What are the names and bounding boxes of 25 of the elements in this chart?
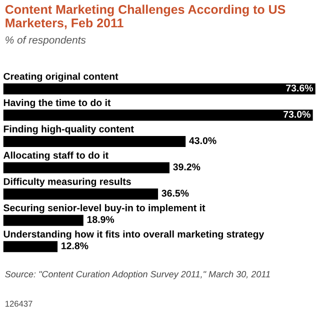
- data-label: 18.9%: [87, 216, 114, 223]
- y-tick-label: Having the time to do it: [4, 98, 111, 108]
- y-tick-label: Allocating staff to do it: [3, 152, 108, 161]
- data-label: 39.2%: [173, 163, 200, 170]
- bar: [3, 241, 58, 252]
- y-tick-label: Difficulty measuring results: [4, 178, 131, 187]
- bar: [3, 83, 316, 94]
- data-label: 12.8%: [62, 242, 88, 250]
- text: 126437: [6, 300, 32, 307]
- data-label: 73.6%: [286, 84, 314, 92]
- source-note: Source: "Content Curation Adoption Survey 2011," March 30, 2011: [5, 270, 270, 280]
- chart-subtitle: % of respondents: [6, 36, 86, 46]
- bar: [3, 110, 313, 121]
- y-tick-label: Creating original content: [4, 72, 118, 82]
- bar: [3, 162, 170, 174]
- y-tick-label: Understanding how it fits into overall marketing strategy: [4, 230, 264, 240]
- y-tick-label: Finding high-quality content: [4, 125, 134, 134]
- bar: [3, 188, 158, 200]
- data-label: 43.0%: [189, 137, 216, 144]
- y-tick-label: Securing senior-level buy-in to implement it: [4, 204, 206, 214]
- chart-title: Content Marketing Challenges According to US Marketers, Feb 2011: [5, 4, 286, 30]
- data-label: 73.0%: [284, 110, 310, 118]
- data-label: 36.5%: [162, 190, 189, 197]
- bar: [3, 136, 186, 147]
- bar: [3, 214, 84, 226]
